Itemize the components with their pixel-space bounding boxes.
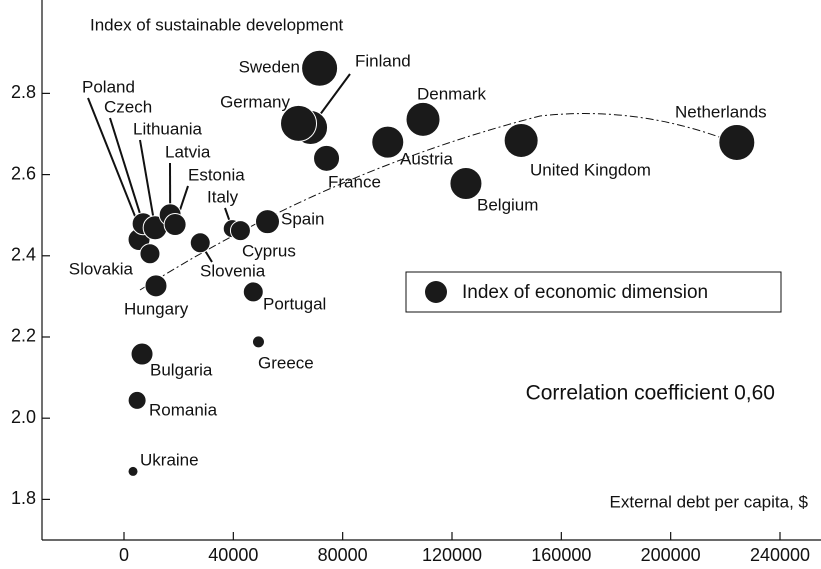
bubble: [251, 335, 265, 349]
point-label: Bulgaria: [150, 360, 213, 379]
bubble: [255, 209, 280, 235]
annotation: Correlation coefficient 0,60: [526, 382, 775, 405]
bubble: [144, 274, 168, 298]
point-label: France: [328, 172, 381, 191]
point-label: Romania: [149, 400, 218, 419]
x-axis-label: External debt per capita, $: [610, 492, 809, 511]
legend-label: Index of economic dimension: [462, 282, 708, 303]
y-tick-label: 2.4: [11, 245, 36, 265]
leader-line: [139, 139, 157, 228]
x-tick-label: 200000: [641, 545, 701, 565]
y-tick-label: 2.2: [11, 326, 36, 346]
legend-box: [405, 271, 782, 313]
bubble: [130, 342, 154, 366]
bubble: [139, 243, 161, 265]
bubble: [718, 124, 756, 162]
point-label: Slovenia: [200, 261, 266, 280]
y-tick-label: 2.8: [11, 82, 36, 102]
bubble: [189, 232, 211, 254]
point-label: Finland: [355, 51, 411, 70]
y-tick-label: 2.6: [11, 163, 36, 183]
trend-curve: [139, 113, 736, 291]
bubble: [371, 125, 405, 159]
bubble: [163, 213, 187, 237]
bubble: [242, 281, 264, 303]
point-label: United Kingdom: [530, 160, 651, 179]
point-label: Cyprus: [242, 241, 296, 260]
bubble: [405, 101, 441, 137]
point-label: Ukraine: [140, 450, 199, 469]
point-label: Portugal: [263, 294, 326, 313]
x-tick-label: 0: [119, 545, 129, 565]
point-label: Greece: [258, 353, 314, 372]
point-label: Slovakia: [69, 259, 134, 278]
bubble: [503, 122, 539, 158]
y-tick-label: 1.8: [11, 488, 36, 508]
y-axis-label: Index of sustainable development: [90, 15, 344, 34]
point-label: Czech: [104, 97, 152, 116]
point-label: Poland: [82, 77, 135, 96]
x-tick-label: 160000: [531, 545, 591, 565]
bubble: [127, 390, 147, 410]
x-tick-label: 120000: [422, 545, 482, 565]
bubble: [313, 144, 341, 172]
y-tick-label: 2.0: [11, 407, 36, 427]
x-tick-label: 40000: [208, 545, 258, 565]
point-label: Belgium: [477, 195, 538, 214]
point-label: Denmark: [417, 84, 486, 103]
bubble: [127, 465, 139, 477]
point-label: Germany: [220, 92, 290, 111]
point-label: Hungary: [124, 299, 189, 318]
point-label: Austria: [400, 149, 453, 168]
bubble: [301, 49, 339, 87]
bubble: [449, 167, 483, 201]
point-label: Estonia: [188, 165, 245, 184]
point-label: Italy: [207, 187, 239, 206]
point-label: Spain: [281, 209, 324, 228]
point-label: Lithuania: [133, 119, 203, 138]
leader-line: [109, 117, 145, 225]
point-label: Latvia: [165, 142, 211, 161]
bubble: [280, 104, 318, 142]
x-tick-label: 240000: [750, 545, 810, 565]
bubble: [229, 220, 251, 242]
point-label: Netherlands: [675, 102, 767, 121]
x-tick-label: 80000: [318, 545, 368, 565]
point-label: Sweden: [239, 57, 300, 76]
legend-marker: [425, 281, 447, 303]
